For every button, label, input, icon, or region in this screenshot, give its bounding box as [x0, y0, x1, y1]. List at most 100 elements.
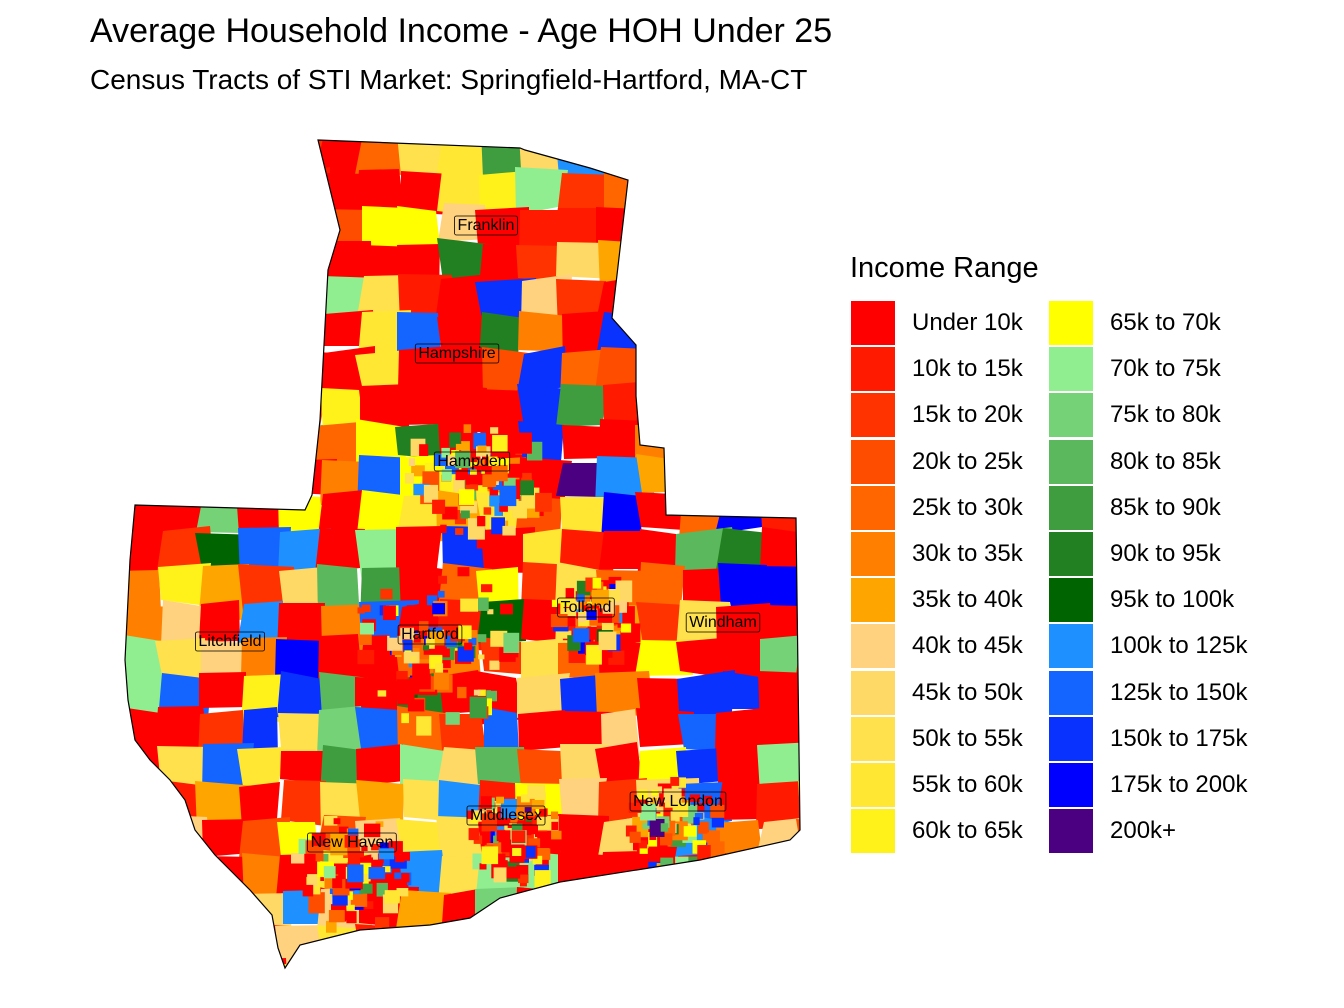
legend-label: 15k to 20k — [912, 401, 1023, 429]
census-tract — [416, 716, 432, 736]
legend-swatch — [1049, 670, 1093, 715]
census-tract — [382, 866, 391, 873]
census-tract — [535, 492, 552, 512]
census-tract — [598, 631, 617, 651]
census-tract — [375, 917, 390, 930]
census-tract — [161, 856, 211, 898]
census-tract — [800, 672, 840, 711]
census-tract — [201, 419, 254, 473]
legend-swatch — [1049, 578, 1093, 623]
census-tract — [459, 457, 468, 466]
census-tract — [362, 206, 405, 253]
legend-swatch — [851, 393, 895, 438]
census-tract — [601, 492, 642, 543]
census-tract — [403, 779, 450, 821]
census-tract — [437, 590, 445, 598]
census-tract — [476, 535, 489, 549]
census-tract — [356, 169, 405, 216]
census-tract — [471, 417, 482, 429]
census-tract — [527, 784, 546, 799]
census-tract — [757, 424, 800, 473]
county-labels: Franklin Hampshire Hampden Tolland Windham Li… — [194, 215, 761, 853]
census-tract — [795, 639, 800, 679]
census-tract — [673, 777, 686, 788]
census-tract — [532, 855, 543, 865]
census-tract — [408, 458, 415, 466]
choropleth-map: Franklin Hampshire Hampden Tolland Windham Li… — [124, 139, 840, 970]
census-tract — [705, 824, 716, 833]
census-tract — [800, 418, 840, 460]
census-tract — [551, 811, 559, 820]
census-tract — [578, 613, 586, 623]
census-tract — [676, 383, 725, 437]
census-tract — [240, 205, 287, 253]
census-tract — [125, 239, 179, 280]
legend-item: 70k to 75k — [1049, 347, 1221, 392]
census-tract — [515, 167, 568, 215]
census-tract — [499, 485, 517, 507]
census-tract — [718, 204, 767, 257]
census-tract — [315, 528, 365, 573]
census-tract — [395, 854, 405, 863]
legend-label: 80k to 85k — [1110, 447, 1221, 475]
census-tract — [125, 203, 179, 246]
census-tract — [356, 744, 404, 786]
census-tract — [559, 625, 572, 639]
census-tract — [461, 441, 470, 451]
census-tract — [481, 527, 535, 573]
census-tract — [277, 312, 324, 367]
census-tract — [799, 600, 800, 648]
legend-swatch — [851, 532, 895, 576]
county-name: New London — [633, 793, 723, 810]
census-tract — [199, 672, 246, 708]
census-tract — [125, 388, 174, 424]
legend-label: 40k to 45k — [912, 632, 1023, 660]
census-tract — [517, 673, 570, 718]
census-tract — [755, 238, 800, 285]
census-tract — [518, 710, 567, 751]
census-tract — [715, 422, 762, 464]
census-tract — [490, 630, 508, 647]
census-tract — [696, 803, 705, 811]
census-tract — [155, 706, 209, 751]
census-tract — [586, 644, 602, 665]
census-tract — [360, 857, 373, 867]
census-tract — [797, 533, 800, 576]
census-tract — [707, 841, 725, 858]
census-tract — [195, 889, 248, 936]
census-tract — [459, 489, 475, 506]
census-tract — [799, 140, 800, 181]
census-tract — [560, 675, 606, 722]
legend-item: 100k to 125k — [1049, 624, 1248, 669]
census-tract — [333, 818, 341, 825]
legend-item: 95k to 100k — [1049, 578, 1234, 623]
census-tract — [376, 882, 388, 897]
census-tract — [521, 472, 533, 485]
legend-item: 80k to 85k — [1049, 439, 1221, 484]
census-tract — [240, 311, 295, 365]
legend-title: Income Range — [850, 252, 1039, 284]
county-label: Hampden — [433, 451, 511, 472]
census-tract — [493, 867, 507, 883]
census-tract — [159, 923, 210, 966]
census-tract — [328, 910, 345, 923]
census-tract — [799, 311, 800, 358]
county-name: Hampshire — [418, 345, 495, 362]
legend-label: 100k to 125k — [1110, 632, 1248, 660]
census-tract — [464, 642, 473, 651]
county-name: Tolland — [561, 599, 612, 616]
census-tract — [723, 671, 765, 709]
census-tract — [537, 848, 551, 860]
census-tract — [411, 465, 427, 477]
legend-swatch — [851, 347, 895, 392]
census-tract — [518, 874, 529, 884]
census-tract — [551, 599, 558, 607]
census-tract — [678, 886, 734, 936]
census-tract — [360, 862, 372, 874]
legend-item: 25k to 30k — [851, 485, 1023, 530]
census-tract — [555, 929, 610, 968]
census-tract — [585, 577, 597, 592]
census-tract — [276, 238, 331, 287]
census-tract — [517, 480, 534, 496]
census-tract — [489, 660, 500, 670]
